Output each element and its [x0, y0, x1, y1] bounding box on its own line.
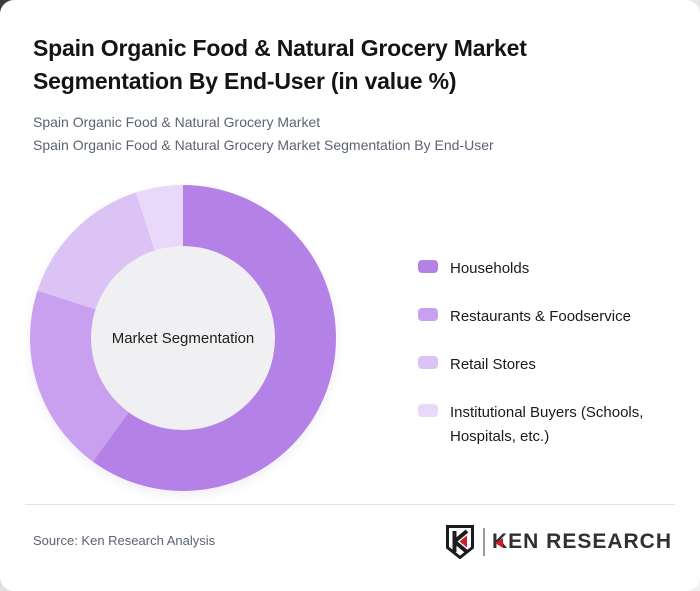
- logo-divider-bar: [482, 528, 485, 556]
- legend-label: Restaurants & Foodservice: [450, 308, 631, 325]
- page-title: Spain Organic Food & Natural Grocery Mar…: [33, 35, 527, 94]
- source-text: Source: Ken Research Analysis: [33, 533, 216, 548]
- chart-legend: Households Restaurants & Foodservice Ret…: [418, 257, 680, 473]
- donut-center-label: Market Segmentation: [111, 329, 255, 347]
- subtitle-line-2: Spain Organic Food & Natural Grocery Mar…: [33, 136, 494, 153]
- ken-research-logo: K EN RESEARCH: [445, 525, 672, 559]
- donut-chart-area: Market Segmentation: [30, 185, 336, 491]
- legend-item-restaurants: Restaurants & Foodservice: [418, 305, 680, 329]
- ken-research-shield-icon: [445, 525, 474, 559]
- legend-swatch-households: [418, 260, 438, 273]
- logo-wordmark: K EN RESEARCH: [492, 530, 672, 554]
- legend-item-households: Households: [418, 257, 680, 281]
- legend-label: Institutional Buyers (Schools, Hospitals…: [450, 404, 644, 445]
- legend-item-institutional-buyers: Institutional Buyers (Schools, Hospitals…: [418, 401, 680, 449]
- legend-swatch-institutional-buyers: [418, 404, 438, 417]
- donut-hole: Market Segmentation: [91, 246, 275, 430]
- red-triangle-icon: [495, 537, 504, 548]
- legend-label: Retail Stores: [450, 356, 536, 373]
- subtitle-line-1: Spain Organic Food & Natural Grocery Mar…: [33, 114, 321, 130]
- legend-swatch-restaurants: [418, 308, 438, 321]
- chart-subtitle: Spain Organic Food & Natural Grocery Mar…: [33, 111, 494, 156]
- legend-swatch-retail-stores: [418, 356, 438, 369]
- legend-label: Households: [450, 260, 530, 277]
- legend-item-retail-stores: Retail Stores: [418, 353, 680, 377]
- logo-rest: EN RESEARCH: [508, 530, 672, 553]
- footer-divider: [25, 504, 675, 505]
